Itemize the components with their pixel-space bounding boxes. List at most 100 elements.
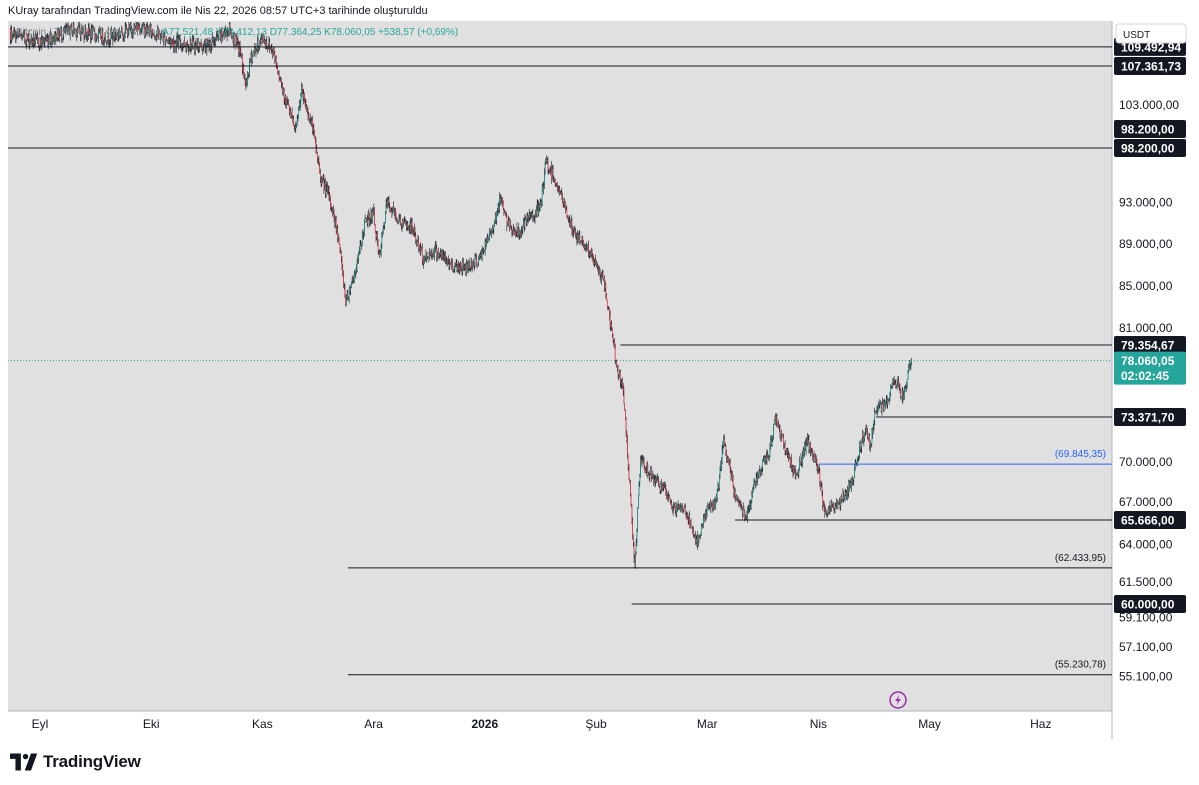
candle-body bbox=[366, 218, 367, 221]
candle-body bbox=[364, 221, 365, 233]
candle-body bbox=[247, 72, 248, 81]
candle-body bbox=[341, 257, 343, 268]
candle-body bbox=[851, 478, 852, 489]
candle-body bbox=[297, 118, 299, 120]
candle-body bbox=[327, 189, 329, 191]
time-tick-label: Kas bbox=[252, 717, 273, 731]
candle-body bbox=[225, 29, 226, 33]
candle-body bbox=[365, 217, 367, 219]
candle-body bbox=[437, 252, 439, 257]
candle-body bbox=[464, 264, 466, 268]
candle-body bbox=[215, 36, 217, 40]
candle-body bbox=[294, 125, 295, 127]
candle-body bbox=[147, 27, 148, 32]
candle-body bbox=[335, 219, 337, 231]
candle-body bbox=[283, 92, 285, 100]
candle-body bbox=[573, 229, 575, 235]
candle-body bbox=[760, 472, 762, 474]
candle-body bbox=[869, 435, 870, 445]
lightning-icon[interactable] bbox=[889, 691, 907, 709]
candle-body bbox=[837, 501, 839, 508]
level-label-text: 79.354,67 bbox=[1121, 339, 1175, 353]
candle-body bbox=[196, 43, 198, 49]
candle-body bbox=[457, 264, 458, 270]
candle-body bbox=[64, 28, 66, 31]
candle-body bbox=[418, 239, 419, 249]
candle-body bbox=[563, 204, 565, 206]
candle-body bbox=[794, 465, 795, 469]
time-axis[interactable] bbox=[8, 711, 1192, 739]
candle-body bbox=[377, 242, 379, 251]
candle-body bbox=[560, 192, 561, 193]
candle-body bbox=[513, 228, 514, 232]
candle-body bbox=[87, 34, 88, 36]
candle-body bbox=[728, 456, 730, 465]
candle-body bbox=[38, 38, 39, 46]
candle-body bbox=[645, 470, 646, 472]
candle-body bbox=[586, 247, 588, 251]
candle-body bbox=[385, 211, 386, 224]
chart-pane[interactable] bbox=[8, 21, 1112, 711]
currency-label: USDT bbox=[1123, 30, 1150, 41]
candle-body bbox=[719, 474, 720, 488]
candle-body bbox=[722, 446, 724, 451]
price-tick-label: 103.000,00 bbox=[1119, 98, 1179, 112]
candle-body bbox=[497, 206, 499, 211]
candle-body bbox=[207, 41, 208, 44]
candle-body bbox=[216, 35, 218, 37]
candle-body bbox=[72, 31, 73, 35]
candle-body bbox=[833, 505, 834, 511]
candle-body bbox=[899, 385, 901, 391]
candle-body bbox=[468, 263, 469, 268]
candle-body bbox=[731, 474, 732, 479]
level-label-text: 65.666,00 bbox=[1121, 514, 1175, 528]
candle-body bbox=[46, 38, 47, 41]
candle-body bbox=[548, 170, 550, 172]
candle-body bbox=[250, 53, 252, 62]
candle-body bbox=[494, 214, 496, 223]
candle-body bbox=[70, 24, 72, 26]
candle-body bbox=[482, 250, 484, 252]
tradingview-logo[interactable]: TradingView bbox=[10, 752, 141, 772]
candle-body bbox=[632, 521, 633, 535]
candle-body bbox=[445, 259, 447, 261]
candle-body bbox=[221, 29, 222, 39]
candle-body bbox=[481, 250, 483, 258]
candle-body bbox=[758, 473, 759, 475]
candle-body bbox=[421, 248, 423, 262]
candle-body bbox=[894, 381, 896, 384]
candle-body bbox=[697, 535, 698, 545]
candle-body bbox=[47, 38, 49, 45]
candle-body bbox=[111, 34, 113, 35]
candle-body bbox=[411, 222, 413, 229]
candle-body bbox=[396, 220, 398, 222]
candle-body bbox=[906, 379, 908, 385]
candle-body bbox=[630, 495, 632, 506]
currency-badge[interactable]: USDT bbox=[1115, 23, 1187, 44]
candle-body bbox=[367, 217, 369, 224]
candle-body bbox=[398, 221, 399, 223]
candle-body bbox=[162, 37, 164, 41]
candle-body bbox=[449, 263, 451, 268]
candle-body bbox=[409, 223, 411, 230]
candle-body bbox=[78, 25, 80, 28]
candle-body bbox=[734, 491, 735, 494]
candle-body bbox=[26, 35, 28, 45]
candle-body bbox=[417, 239, 419, 242]
candle-body bbox=[708, 505, 709, 507]
candle-body bbox=[567, 215, 568, 220]
candle-body bbox=[498, 206, 500, 210]
candle-body bbox=[48, 39, 49, 45]
candle-body bbox=[254, 48, 256, 55]
candle-body bbox=[844, 492, 846, 497]
candle-body bbox=[166, 40, 168, 42]
candle-body bbox=[505, 214, 507, 217]
candle-body bbox=[188, 49, 190, 51]
candle-body bbox=[179, 39, 181, 45]
candle-body bbox=[758, 470, 760, 474]
candle-body bbox=[876, 409, 878, 413]
candle-body bbox=[310, 118, 312, 124]
candle-body bbox=[600, 277, 602, 282]
candle-body bbox=[371, 211, 372, 220]
